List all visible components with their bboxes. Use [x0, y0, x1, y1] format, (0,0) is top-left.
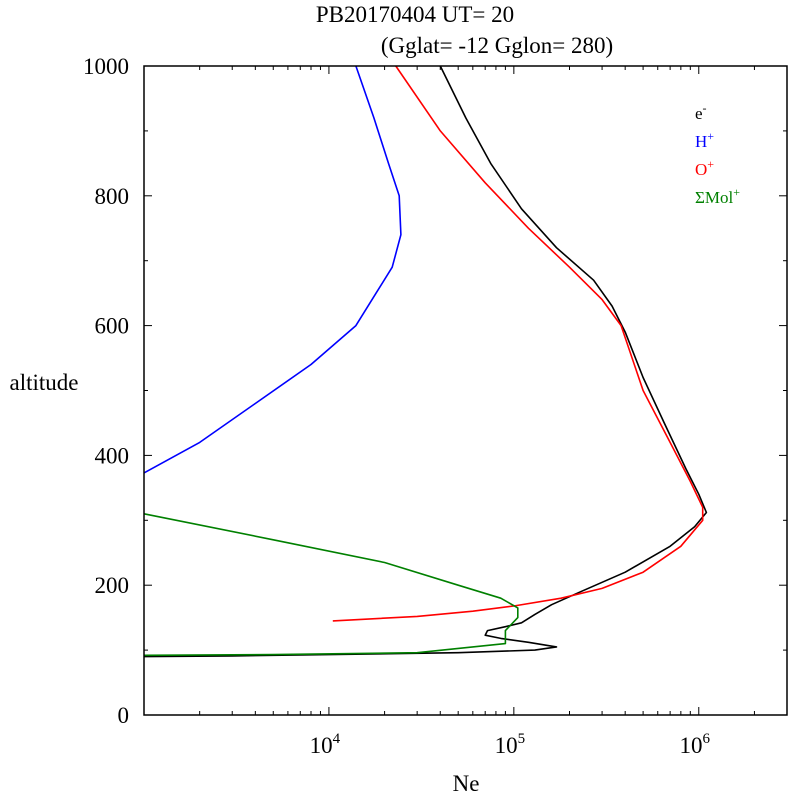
x-axis-label: Ne	[453, 771, 480, 795]
legend: e- H+ O+ ΣMol+	[695, 101, 740, 207]
y-axis-label: altitude	[10, 370, 79, 395]
y-tick-label: 800	[95, 184, 130, 209]
legend-entry-1: H+	[695, 129, 714, 151]
chart-subtitle: (Gglat= -12 Gglon= 280)	[381, 33, 613, 58]
axis-ticks: 0 200 400 600 800 1000 104 105 106	[83, 54, 787, 758]
y-tick-label: 0	[118, 703, 130, 728]
x-tick-label: 104	[310, 731, 341, 758]
legend-entry-0: e-	[695, 101, 707, 123]
x-tick-label: 106	[680, 731, 711, 758]
y-tick-label: 600	[95, 314, 130, 339]
legend-entry-2: O+	[695, 157, 714, 179]
plot-frame	[143, 65, 788, 716]
chart-title: PB20170404 UT= 20	[316, 2, 514, 27]
y-tick-label: 400	[95, 443, 130, 468]
series-line-0	[143, 65, 708, 658]
y-tick-label: 200	[95, 573, 130, 598]
series-line-1	[143, 65, 402, 474]
legend-entry-3: ΣMol+	[695, 185, 740, 207]
series-lines	[143, 65, 708, 658]
y-tick-label: 1000	[83, 54, 129, 79]
series-line-3	[143, 513, 519, 657]
series-line-2	[332, 65, 704, 622]
x-tick-label: 105	[495, 731, 526, 758]
